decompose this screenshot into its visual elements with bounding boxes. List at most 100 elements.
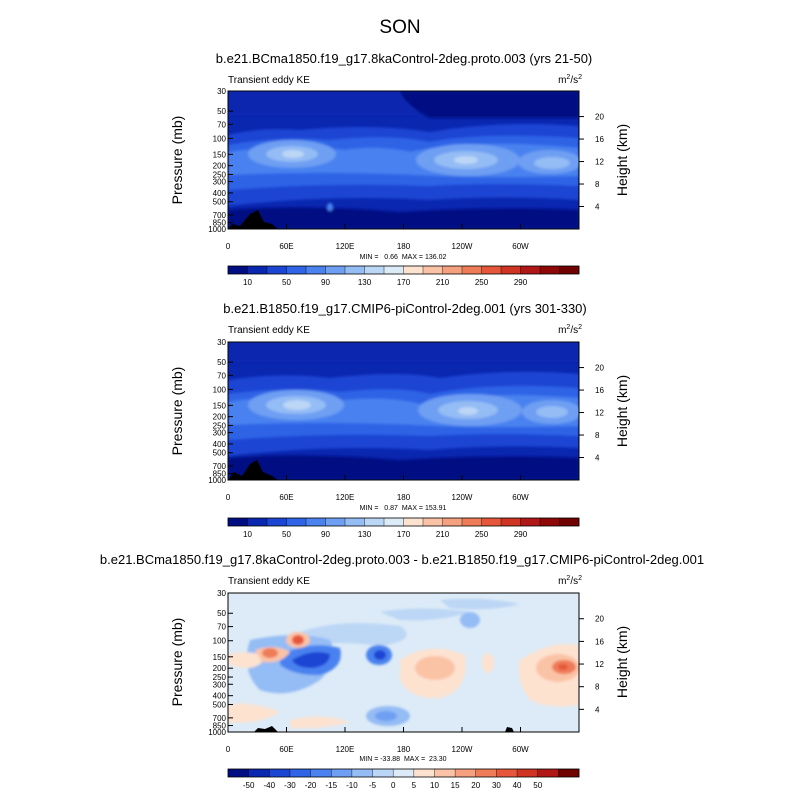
panel-3: b.e21.BCma1850.f19_g17.8kaControl-2deg.p… <box>100 552 704 790</box>
y-tick-label: 30 <box>217 87 226 96</box>
x-tick-label: 120E <box>336 745 355 754</box>
colorbar-label: 210 <box>436 530 450 539</box>
colorbar-swatch <box>540 266 560 274</box>
panel-1-colorbar: 10 50 90 130 170 210 250 290 <box>227 265 580 287</box>
panel-1-title: b.e21.BCma1850.f19_g17.8kaControl-2deg.p… <box>216 51 593 66</box>
y-tick-label: 50 <box>217 107 226 116</box>
panel-2-colorbar: 10 50 90 130 170 210 250 290 <box>227 517 580 539</box>
colorbar-label: 10 <box>243 530 252 539</box>
height-tick-label: 12 <box>595 158 604 167</box>
height-tick-label: 12 <box>595 409 604 418</box>
colorbar-label: 20 <box>471 781 480 790</box>
panel-2: b.e21.B1850.f19_g17.CMIP6-piControl-2deg… <box>169 301 630 539</box>
y-tick-label: 700 <box>213 211 227 220</box>
y-tick-label: 700 <box>213 462 227 471</box>
colorbar-label: 30 <box>492 781 501 790</box>
panel-3-ylabel: Pressure (mb) <box>169 618 185 707</box>
panel-1-field <box>228 91 579 229</box>
y-tick-label: 30 <box>217 589 226 598</box>
colorbar-swatch <box>228 518 248 526</box>
panel-2-title: b.e21.B1850.f19_g17.CMIP6-piControl-2deg… <box>223 301 587 316</box>
y-tick-label: 400 <box>213 440 227 449</box>
colorbar-swatch <box>247 266 268 274</box>
height-tick-label: 4 <box>595 705 600 714</box>
colorbar-swatch <box>413 769 435 777</box>
colorbar-label: 50 <box>533 781 542 790</box>
panel-3-left-label: Transient eddy KE <box>228 576 310 587</box>
colorbar-swatch <box>423 518 443 526</box>
panel-2-x-axis: 0 60E 120E 180 120W 60W <box>226 475 529 502</box>
y-tick-label: 70 <box>217 623 226 632</box>
colorbar-swatch <box>325 518 346 526</box>
y-tick-label: 100 <box>213 134 227 143</box>
y-tick-label: 50 <box>217 609 226 618</box>
colorbar-swatch <box>248 769 270 777</box>
panel-1-ylabel: Pressure (mb) <box>169 116 185 205</box>
colorbar-swatch <box>442 518 463 526</box>
colorbar-label: 170 <box>397 278 411 287</box>
colorbar-label: -5 <box>369 781 377 790</box>
y-tick-label: 150 <box>213 401 227 410</box>
y-tick-label: 850 <box>213 470 227 479</box>
height-tick-label: 20 <box>595 364 604 373</box>
y-tick-label: 400 <box>213 189 227 198</box>
height-tick-label: 8 <box>595 180 600 189</box>
colorbar-label: -40 <box>264 781 276 790</box>
colorbar-label: 290 <box>514 530 528 539</box>
colorbar-swatch <box>537 769 559 777</box>
colorbar-label: 0 <box>391 781 396 790</box>
height-tick-label: 20 <box>595 615 604 624</box>
colorbar-swatch <box>520 266 541 274</box>
colorbar-label: 210 <box>436 278 450 287</box>
y-tick-label: 50 <box>217 358 226 367</box>
main-title: SON <box>379 17 420 38</box>
panel-1-stats: MIN = 0.66 MAX = 136.02 <box>360 254 447 261</box>
colorbar-swatch <box>325 266 346 274</box>
colorbar-label: 40 <box>513 781 522 790</box>
colorbar-swatch <box>345 518 365 526</box>
colorbar-frame <box>227 768 580 778</box>
y-tick-label: 150 <box>213 150 227 159</box>
colorbar-swatch <box>372 769 394 777</box>
x-tick-label: 120W <box>452 493 473 502</box>
height-tick-label: 4 <box>595 203 600 212</box>
y-tick-label: 300 <box>213 178 227 187</box>
height-tick-label: 12 <box>595 660 604 669</box>
colorbar-swatch <box>520 518 541 526</box>
y-tick-label: 30 <box>217 338 226 347</box>
y-tick-label: 1000 <box>208 728 226 737</box>
colorbar-swatch <box>496 769 518 777</box>
height-tick-label: 4 <box>595 454 600 463</box>
colorbar-swatch <box>558 769 580 777</box>
colorbar-swatch <box>267 266 287 274</box>
colorbar-swatch <box>306 266 326 274</box>
x-tick-label: 120E <box>336 493 355 502</box>
panel-2-stats: MIN = 0.87 MAX = 153.91 <box>360 505 447 512</box>
y-tick-label: 500 <box>213 701 227 710</box>
panel-3-right-axis: 20 16 12 8 4 <box>579 615 604 714</box>
x-tick-label: 120W <box>452 745 473 754</box>
colorbar-label: 50 <box>282 530 291 539</box>
y-tick-label: 100 <box>213 637 227 646</box>
panel-3-title: b.e21.BCma1850.f19_g17.8kaControl-2deg.p… <box>100 552 704 567</box>
colorbar-swatch <box>462 266 482 274</box>
panel-1-ylabel-right: Height (km) <box>614 124 630 196</box>
colorbar-label: -20 <box>305 781 317 790</box>
colorbar-swatch <box>331 769 353 777</box>
x-tick-label: 0 <box>226 242 231 251</box>
panel-1-right-axis: 20 16 12 8 4 <box>579 113 604 212</box>
colorbar-swatch <box>501 518 521 526</box>
y-tick-label: 500 <box>213 198 227 207</box>
colorbar-swatch <box>559 266 580 274</box>
y-tick-label: 850 <box>213 722 227 731</box>
panel-3-ylabel-right: Height (km) <box>614 626 630 698</box>
colorbar-swatch <box>455 769 477 777</box>
colorbar-swatch <box>286 266 307 274</box>
colorbar-swatch <box>481 266 502 274</box>
height-tick-label: 8 <box>595 683 600 692</box>
x-tick-label: 60W <box>512 745 529 754</box>
y-tick-label: 1000 <box>208 476 226 485</box>
colorbar-swatch <box>286 518 307 526</box>
height-tick-label: 16 <box>595 386 604 395</box>
